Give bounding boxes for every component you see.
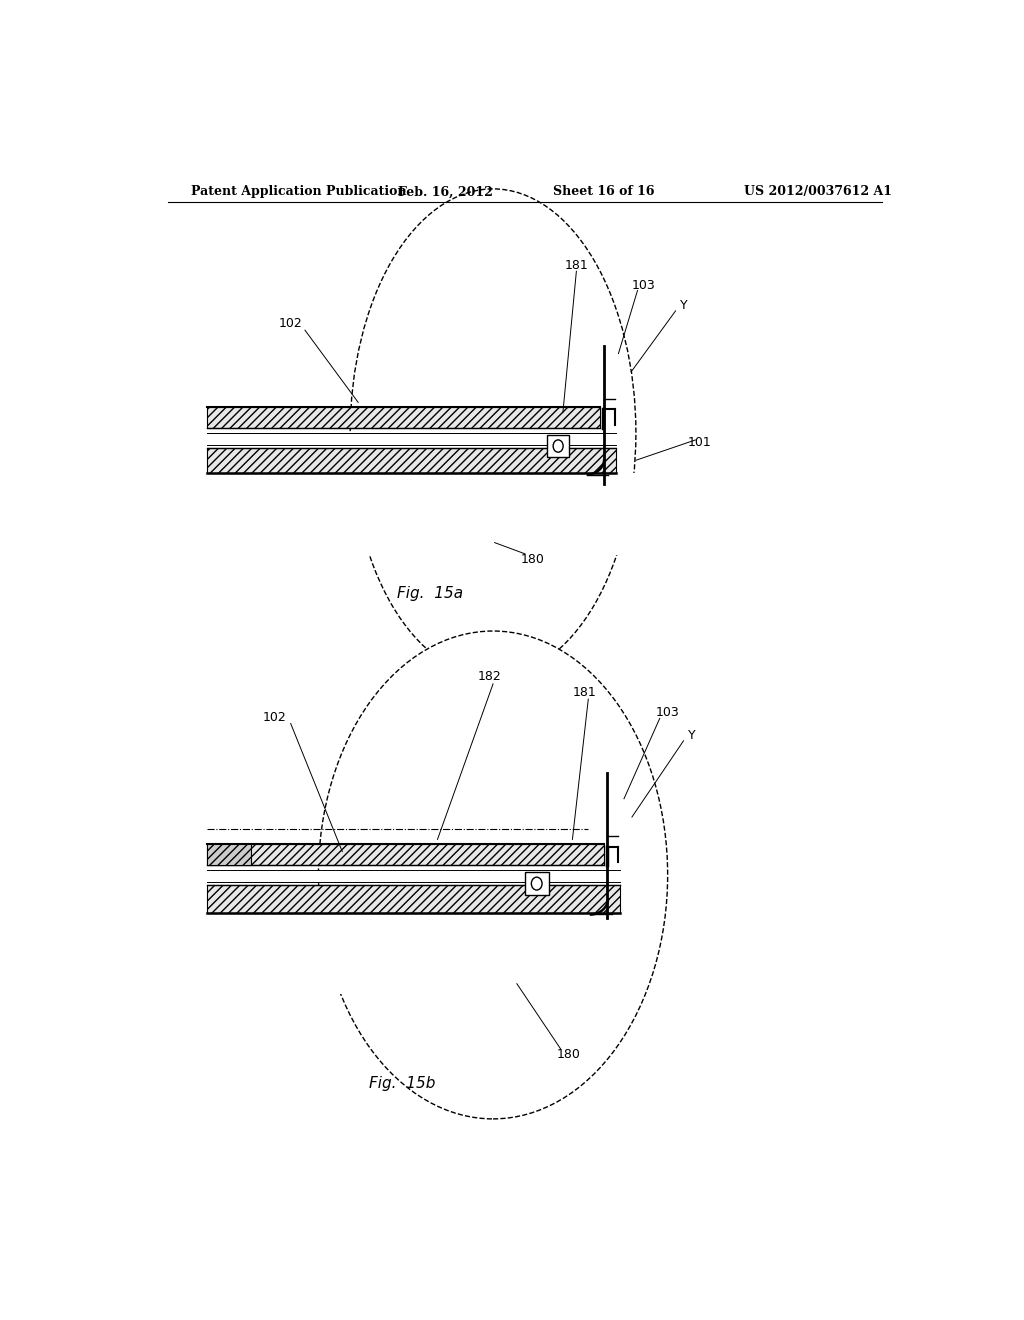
Text: 102: 102 — [263, 711, 287, 723]
Bar — [207, 408, 600, 428]
Text: Fig.  15a: Fig. 15a — [396, 586, 463, 601]
Ellipse shape — [350, 189, 636, 677]
Ellipse shape — [318, 631, 668, 1119]
Bar — [207, 845, 251, 865]
Text: Y: Y — [688, 729, 695, 742]
Text: 181: 181 — [564, 259, 588, 272]
Bar — [207, 870, 604, 882]
Text: 180: 180 — [521, 553, 545, 566]
Bar — [207, 433, 600, 445]
Text: Fig.  15b: Fig. 15b — [369, 1076, 435, 1090]
Text: 180: 180 — [556, 1048, 581, 1061]
Ellipse shape — [553, 440, 563, 453]
Bar — [524, 873, 549, 895]
Text: 182: 182 — [477, 671, 501, 684]
Bar — [207, 886, 621, 912]
Bar — [207, 474, 644, 554]
Text: 181: 181 — [572, 685, 596, 698]
Bar — [547, 434, 569, 457]
Bar — [207, 912, 644, 994]
Text: Y: Y — [680, 300, 687, 313]
Text: 101: 101 — [687, 437, 712, 450]
Text: Patent Application Publication: Patent Application Publication — [191, 185, 407, 198]
Bar — [207, 447, 616, 474]
Bar — [207, 845, 604, 865]
Text: 103: 103 — [655, 706, 680, 719]
Text: 103: 103 — [632, 279, 655, 292]
Text: 102: 102 — [279, 317, 302, 330]
Ellipse shape — [531, 878, 542, 890]
Text: Feb. 16, 2012: Feb. 16, 2012 — [398, 185, 493, 198]
Text: Sheet 16 of 16: Sheet 16 of 16 — [553, 185, 655, 198]
Text: US 2012/0037612 A1: US 2012/0037612 A1 — [744, 185, 893, 198]
